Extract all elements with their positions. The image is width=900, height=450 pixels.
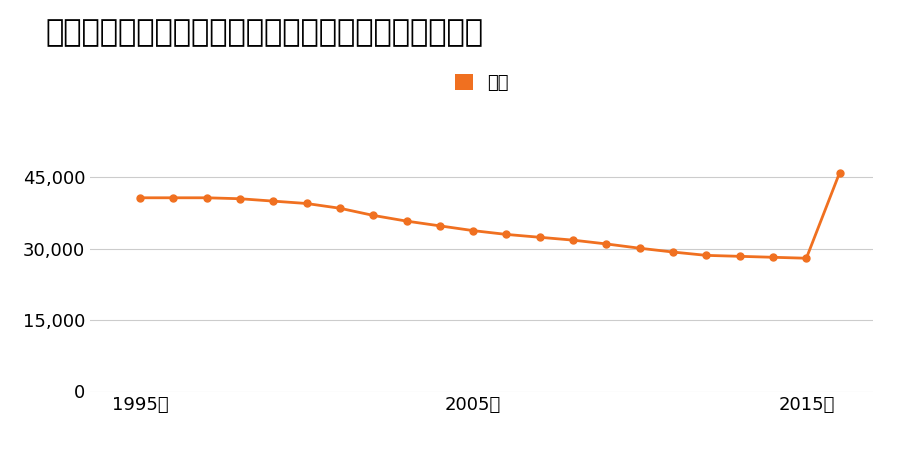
Legend: 価格: 価格 (447, 67, 516, 99)
Text: 大分県中津市大字大貞字辛無３７１番４９の地価推移: 大分県中津市大字大貞字辛無３７１番４９の地価推移 (45, 18, 483, 47)
